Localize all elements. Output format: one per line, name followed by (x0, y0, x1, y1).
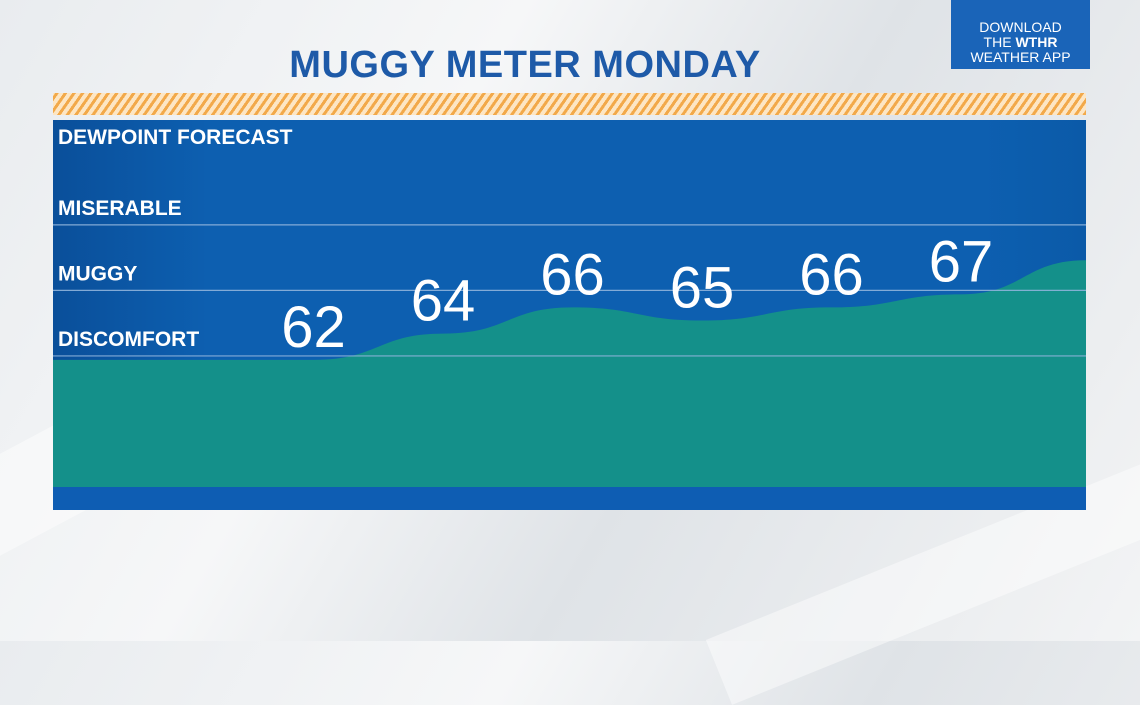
promo-line-2: THE WTHR (983, 34, 1058, 50)
app-download-badge[interactable]: DOWNLOAD THE WTHR WEATHER APP (951, 0, 1090, 69)
chart-title: DEWPOINT FORECAST (58, 126, 293, 149)
page-title: MUGGY METER MONDAY (289, 44, 761, 86)
hatched-banner (53, 93, 1086, 115)
dewpoint-area (53, 260, 1086, 487)
data-label: 66 (799, 242, 864, 307)
data-label: 62 (281, 295, 346, 360)
dewpoint-chart: MISERABLE MUGGY DISCOMFORT DEWPOINT FORECAS… (53, 120, 1086, 510)
x-axis-bar (53, 487, 1086, 510)
data-label: 67 (929, 229, 994, 294)
promo-line-3: WEATHER APP (970, 49, 1071, 65)
promo-line-1: DOWNLOAD (979, 19, 1062, 35)
threshold-label: DISCOMFORT (58, 328, 199, 351)
dewpoint-chart-panel: MISERABLE MUGGY DISCOMFORT DEWPOINT FORECAS… (53, 120, 1086, 510)
data-label: 66 (540, 242, 605, 307)
threshold-label: MUGGY (58, 262, 137, 285)
data-label: 65 (670, 256, 735, 321)
threshold-label: MISERABLE (58, 197, 182, 220)
data-label: 64 (411, 269, 476, 334)
